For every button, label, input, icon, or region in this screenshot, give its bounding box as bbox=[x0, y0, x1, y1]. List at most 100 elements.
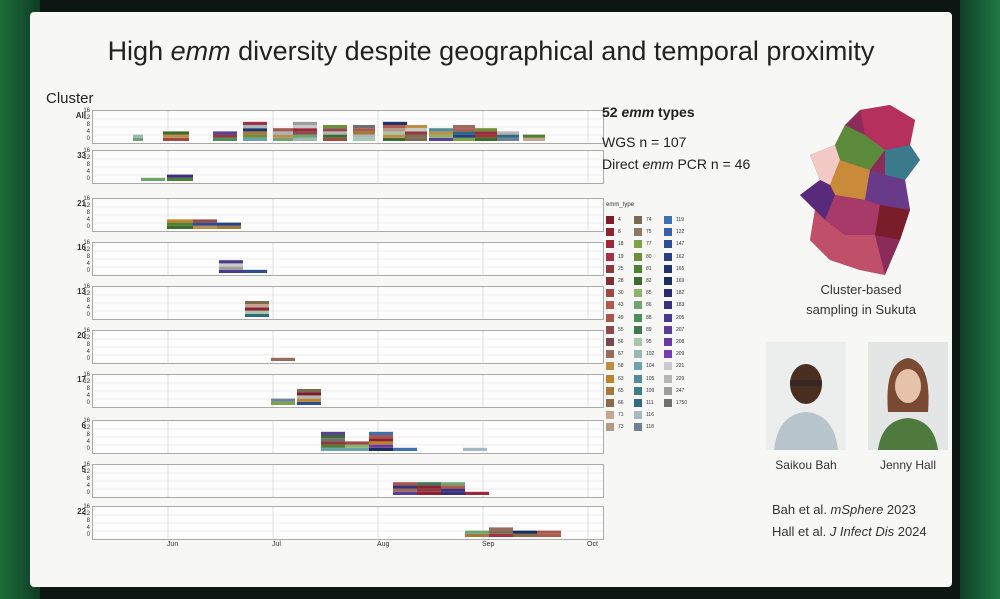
bar-segment bbox=[271, 357, 295, 361]
bar-segment bbox=[405, 131, 427, 135]
bar-segment bbox=[297, 398, 321, 402]
y-tick-labels: 16 12 8 4 0 bbox=[78, 372, 90, 407]
bar-segment bbox=[321, 441, 345, 445]
legend-swatch bbox=[634, 252, 642, 261]
cite2-italic: J Infect Dis bbox=[829, 524, 895, 539]
legend-label: 77 bbox=[646, 241, 652, 248]
bar-segment bbox=[513, 530, 537, 534]
bar-segment bbox=[219, 266, 243, 270]
y-tick-labels: 16 12 8 4 0 bbox=[78, 108, 90, 143]
bar-segment bbox=[353, 128, 375, 132]
bar-segment bbox=[393, 482, 417, 486]
bar-segment bbox=[405, 137, 427, 141]
bar-segment bbox=[383, 125, 407, 129]
bar-segment bbox=[167, 174, 193, 178]
bar-segment bbox=[141, 177, 165, 181]
pcr-prefix: Direct bbox=[602, 156, 643, 172]
y-tick-labels: 16 12 8 4 0 bbox=[78, 284, 90, 319]
bar-segment bbox=[393, 488, 417, 492]
y-tick-label: 12 bbox=[83, 511, 90, 517]
bar-segment bbox=[383, 121, 407, 125]
map-caption-line2: sampling in Sukuta bbox=[806, 302, 916, 317]
legend-swatch bbox=[634, 423, 642, 432]
y-tick-label: 12 bbox=[83, 379, 90, 385]
emm-type-legend: emm_type 4 8 18 19 25 28 30 43 49 55 56 67 58 63 65 66 7… bbox=[606, 202, 746, 452]
bar-segment bbox=[465, 491, 489, 495]
legend-label: 88 bbox=[646, 314, 652, 321]
legend-swatch bbox=[606, 264, 614, 273]
bar-segment bbox=[463, 447, 487, 451]
bar-segment bbox=[453, 125, 475, 129]
bar-segment bbox=[369, 441, 393, 445]
cluster-label: 22 bbox=[44, 507, 90, 516]
cite2-suffix: 2024 bbox=[894, 524, 927, 539]
legend-label: 63 bbox=[618, 375, 624, 382]
legend-swatch bbox=[606, 252, 614, 261]
legend-label: 30 bbox=[618, 290, 624, 297]
legend-swatch bbox=[664, 374, 672, 383]
legend-label: 74 bbox=[646, 217, 652, 223]
bar-segment bbox=[293, 134, 317, 138]
bar-segment bbox=[393, 447, 417, 451]
legend-swatch bbox=[664, 289, 672, 298]
person-photo-icon bbox=[766, 342, 846, 450]
bar-segment bbox=[453, 134, 475, 138]
legend-label: 205 bbox=[676, 314, 685, 321]
bar-segment bbox=[323, 125, 347, 129]
bar-segment bbox=[353, 131, 375, 135]
cluster-id: 17 bbox=[77, 375, 86, 384]
legend-swatch bbox=[634, 289, 642, 298]
legend-swatch bbox=[634, 277, 642, 285]
y-tick-label: 12 bbox=[83, 115, 90, 121]
legend-swatch bbox=[606, 277, 614, 285]
bar-segment bbox=[465, 530, 489, 534]
y-tick-label: 8 bbox=[86, 518, 90, 524]
y-tick-label: 0 bbox=[86, 176, 90, 182]
legend-swatch bbox=[606, 289, 614, 298]
person-name-saikou-bah: Saikou Bah bbox=[775, 458, 837, 472]
cluster-plot bbox=[93, 421, 603, 453]
y-tick-label: 12 bbox=[83, 425, 90, 431]
legend-label: 89 bbox=[646, 326, 652, 333]
bar-segment bbox=[369, 447, 393, 451]
y-tick-label: 4 bbox=[86, 217, 90, 223]
bar-segment bbox=[441, 482, 465, 486]
legend-label: 229 bbox=[676, 375, 685, 382]
y-tick-label: 16 bbox=[83, 328, 90, 334]
legend-swatch bbox=[634, 374, 642, 383]
legend-label: 109 bbox=[646, 387, 655, 394]
bar-segment bbox=[133, 137, 143, 141]
legend-label: 207 bbox=[676, 326, 685, 333]
legend-swatch bbox=[664, 362, 672, 371]
legend-label: 8 bbox=[618, 229, 621, 236]
legend-label: 183 bbox=[676, 302, 685, 309]
y-tick-label: 8 bbox=[86, 254, 90, 260]
y-tick-label: 4 bbox=[86, 349, 90, 355]
y-tick-labels: 16 12 8 4 0 bbox=[78, 196, 90, 231]
legend-label: 49 bbox=[618, 314, 624, 321]
bar-segment bbox=[393, 491, 417, 495]
legend-label: 43 bbox=[618, 302, 624, 309]
y-tick-label: 12 bbox=[83, 203, 90, 209]
y-tick-label: 0 bbox=[86, 356, 90, 362]
bar-segment bbox=[167, 225, 193, 229]
bar-segment bbox=[323, 137, 347, 141]
citation-hall: Hall et al. J Infect Dis 2024 bbox=[772, 524, 927, 539]
bar-segment bbox=[429, 128, 453, 132]
legend-label: 111 bbox=[646, 400, 654, 406]
person-photo-icon bbox=[868, 342, 948, 450]
legend-swatch bbox=[664, 216, 672, 224]
bar-segment bbox=[245, 301, 269, 305]
legend-label: 122 bbox=[676, 229, 685, 236]
bar-segment bbox=[383, 131, 407, 135]
legend-label: 85 bbox=[646, 290, 652, 297]
legend-swatch bbox=[606, 386, 614, 395]
title-suffix: diversity despite geographical and tempo… bbox=[230, 36, 875, 66]
bar-segment bbox=[297, 389, 321, 393]
y-tick-label: 16 bbox=[83, 148, 90, 154]
bar-segment bbox=[497, 137, 519, 141]
bar-segment bbox=[273, 131, 297, 135]
y-tick-labels: 16 12 8 4 0 bbox=[78, 462, 90, 497]
bar-segment bbox=[193, 219, 217, 223]
cluster-label: 21 bbox=[44, 199, 90, 208]
